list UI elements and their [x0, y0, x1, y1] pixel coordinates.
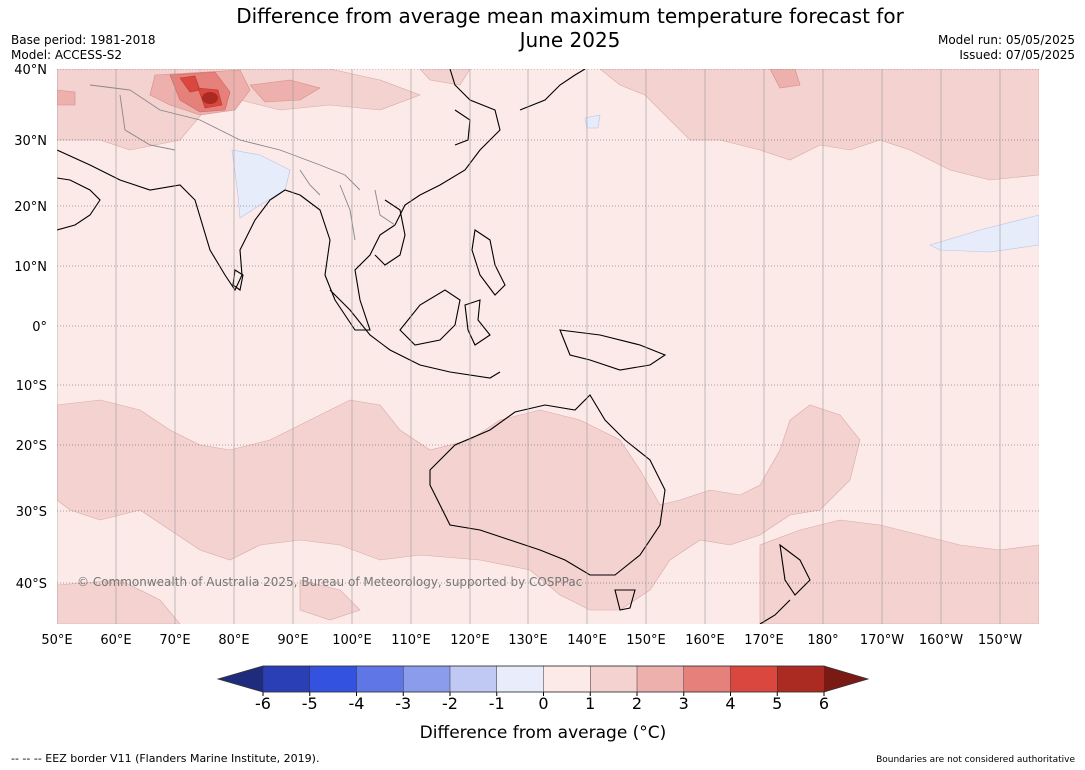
lon-labels: 50°E 60°E 70°E 80°E 90°E 100°E 110°E 120…	[41, 633, 1022, 648]
lon-label: 180°	[807, 633, 838, 648]
se-asia-coast	[299, 69, 501, 331]
model-info: Base period: 1981-2018 Model: ACCESS-S2	[11, 33, 156, 63]
lon-label: 160°W	[919, 633, 963, 648]
lon-label: 130°E	[508, 633, 548, 648]
colorbar-segment	[590, 665, 638, 693]
colorbar-low-extension	[218, 666, 263, 692]
colorbar-tick-label: -2	[442, 694, 458, 713]
lat-labels: 40°N 30°N 20°N 10°N 0° 10°S 20°S 30°S 40…	[14, 63, 47, 592]
colorbar-segment	[403, 665, 451, 693]
lat-label: 30°N	[14, 134, 47, 149]
colorbar-segment	[262, 665, 311, 693]
base-period: Base period: 1981-2018	[11, 33, 156, 47]
sulawesi-coast	[464, 299, 491, 346]
colorbar: -6 -5 -4 -3 -2 -1 0 1 2 3 4 5 6 Difference from aver…	[216, 665, 870, 743]
lon-label: 160°E	[685, 633, 725, 648]
issued-date: Issued: 07/05/2025	[959, 48, 1075, 62]
lat-label: 40°N	[14, 63, 47, 78]
lon-label: 150°W	[978, 633, 1022, 648]
indochina-coast	[374, 199, 406, 266]
model-run: Model run: 05/05/2025	[937, 33, 1075, 47]
colorbar-tick-label: 5	[772, 694, 782, 713]
eez-note: -- -- -- EEZ border V11 (Flanders Marine…	[11, 752, 320, 765]
colorbar-segment	[730, 665, 778, 693]
lat-label: 10°S	[16, 379, 47, 394]
lon-label: 150°E	[626, 633, 666, 648]
disclaimer: Boundaries are not considered authoritat…	[876, 755, 1075, 765]
map-title: Difference from average mean maximum tem…	[170, 4, 970, 52]
title-line-1: Difference from average mean maximum tem…	[236, 4, 904, 28]
colorbar-ticks: -6 -5 -4 -3 -2 -1 0 1 2 3 4 5 6	[255, 692, 829, 713]
colorbar-tick-label: 0	[538, 694, 548, 713]
cool-anomaly-0-m1	[231, 114, 1039, 253]
lon-label: 50°E	[41, 633, 72, 648]
lon-label: 100°E	[332, 633, 372, 648]
new-guinea-coast	[559, 329, 667, 371]
colorbar-tick-label: 4	[725, 694, 735, 713]
lat-label: 20°N	[14, 200, 47, 215]
colorbar-tick-label: -3	[395, 694, 411, 713]
coastlines	[57, 69, 811, 624]
map-area: © Commonwealth of Australia 2025, Bureau…	[57, 69, 1039, 624]
colorbar-tick-label: -4	[349, 694, 365, 713]
colorbar-tick-label: -1	[489, 694, 505, 713]
warm-anomaly-5-6	[202, 92, 218, 104]
colorbar-tick-label: 6	[819, 694, 829, 713]
colorbar-tick-label: 1	[585, 694, 595, 713]
lon-label: 170°W	[860, 633, 904, 648]
colorbar-segment	[356, 665, 404, 693]
philippines-coast	[471, 229, 506, 296]
lon-gridlines	[57, 69, 1001, 624]
lon-label: 120°E	[450, 633, 490, 648]
india-coast	[57, 149, 301, 292]
arabia-coast	[57, 177, 101, 231]
lon-label: 90°E	[277, 633, 308, 648]
colorbar-segment	[683, 665, 732, 693]
lon-label: 80°E	[218, 633, 249, 648]
korea-coast	[454, 109, 471, 146]
colorbar-title: Difference from average (°C)	[420, 723, 667, 743]
colorbar-tick-label: 2	[632, 694, 642, 713]
japan-coast	[519, 69, 586, 111]
colorbar-segment	[496, 665, 545, 693]
lon-label: 70°E	[159, 633, 190, 648]
lon-label: 60°E	[100, 633, 131, 648]
colorbar-tick-label: -5	[302, 694, 318, 713]
colorbar-segments	[262, 665, 825, 693]
sri-lanka-coast	[232, 269, 244, 291]
lon-label: 110°E	[391, 633, 431, 648]
colorbar-segment	[543, 665, 591, 693]
lat-label: 0°	[32, 320, 47, 335]
colorbar-segment	[449, 665, 498, 693]
title-line-2: June 2025	[519, 28, 621, 52]
colorbar-tick-label: 3	[679, 694, 689, 713]
colorbar-segment	[636, 665, 685, 693]
lat-label: 40°S	[16, 577, 47, 592]
tasmania-coast	[614, 589, 636, 611]
colorbar-outline	[216, 665, 870, 693]
sumatra-java-coast	[329, 289, 501, 379]
colorbar-segment	[309, 665, 358, 693]
lat-label: 20°S	[16, 439, 47, 454]
colorbar-segment	[777, 665, 825, 693]
lon-label: 140°E	[567, 633, 607, 648]
model-name: Model: ACCESS-S2	[11, 48, 123, 62]
borneo-coast	[399, 289, 461, 346]
copyright-notice: © Commonwealth of Australia 2025, Bureau…	[77, 575, 582, 589]
lon-label: 170°E	[744, 633, 784, 648]
colorbar-tick-label: -6	[255, 694, 271, 713]
lat-label: 10°N	[14, 260, 47, 275]
new-zealand-coast	[759, 543, 811, 624]
colorbar-high-extension	[824, 666, 868, 692]
run-info: Model run: 05/05/2025 Issued: 07/05/2025	[938, 33, 1075, 63]
lat-label: 30°S	[16, 505, 47, 520]
